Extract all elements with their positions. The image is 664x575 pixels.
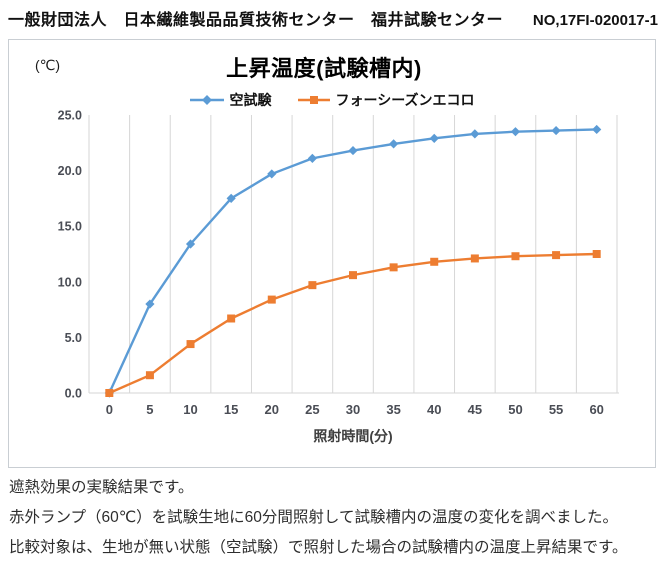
x-tick-label: 50 (508, 402, 522, 417)
x-tick-label: 60 (589, 402, 603, 417)
data-point-marker-four-seasons-ecolo (349, 271, 357, 280)
data-point-marker-four-seasons-ecolo (430, 257, 439, 266)
data-point-marker-blank-test (226, 193, 236, 203)
data-point-marker-four-seasons-ecolo (470, 254, 479, 263)
x-tick-label: 45 (468, 402, 482, 417)
data-point-marker-four-seasons-ecolo (308, 281, 317, 290)
x-tick-label: 5 (146, 402, 153, 417)
x-tick-label: 20 (265, 402, 279, 417)
y-tick-label: 10.0 (58, 275, 82, 289)
legend-label-blank-test: 空試験 (229, 92, 272, 108)
legend-marker-square-icon (298, 96, 331, 104)
y-tick-label: 20.0 (58, 164, 82, 178)
legend-marker-diamond-icon (190, 95, 225, 105)
x-tick-label: 55 (549, 402, 563, 417)
series-line-blank-test (108, 128, 597, 394)
y-tick-label: 25.0 (58, 109, 82, 123)
data-point-marker-blank-test (470, 129, 480, 139)
x-tick-label: 10 (183, 402, 197, 417)
data-point-marker-blank-test (429, 133, 439, 143)
y-tick-label: 15.0 (58, 220, 82, 234)
data-point-marker-blank-test (145, 299, 155, 309)
data-point-marker-blank-test (267, 169, 277, 179)
y-tick-label: 0.0 (65, 387, 82, 401)
data-point-marker-blank-test (185, 239, 196, 249)
chart-title: 上昇温度(試験槽内) (226, 56, 422, 81)
data-point-marker-four-seasons-ecolo (105, 389, 114, 397)
chart-legend: 空試験 フォーシーズンエコロ (9, 90, 655, 110)
x-tick-label: 25 (305, 402, 319, 417)
data-point-marker-four-seasons-ecolo (592, 250, 601, 258)
data-point-marker-blank-test (389, 139, 399, 149)
data-point-marker-four-seasons-ecolo (511, 252, 520, 261)
data-point-marker-blank-test (510, 127, 521, 137)
caption-line: 比較対象は、生地が無い状態（空試験）で照射した場合の試験槽内の温度上昇結果です。 (9, 539, 628, 556)
report-header: 一般財団法人 日本繊維製品品質技術センター 福井試験センター NO,17FI-0… (8, 6, 658, 30)
x-tick-label: 40 (427, 402, 441, 417)
data-point-marker-blank-test (592, 124, 602, 135)
y-axis-unit-label: (℃) (35, 57, 61, 73)
data-point-marker-blank-test (551, 125, 561, 136)
x-tick-label: 30 (346, 402, 360, 417)
chart-panel: (℃) 上昇温度(試験槽内) 空試験 フォーシーズンエコロ 0.0 5.0 10.0… (8, 39, 656, 468)
data-point-marker-blank-test (348, 145, 358, 156)
org-name: 一般財団法人 日本繊維製品品質技術センター 福井試験センター (8, 12, 504, 29)
data-point-marker-four-seasons-ecolo (145, 371, 154, 380)
legend-item-blank-test: 空試験 (189, 90, 271, 110)
data-point-marker-four-seasons-ecolo (186, 340, 195, 349)
data-point-marker-four-seasons-ecolo (552, 251, 561, 260)
y-tick-label: 5.0 (65, 331, 82, 345)
report-number: NO,17FI-020017-1 (532, 12, 658, 29)
x-tick-label: 15 (224, 402, 238, 417)
legend-item-four-seasons-ecolo: フォーシーズンエコロ (297, 90, 475, 110)
x-tick-label: 35 (386, 402, 400, 417)
legend-label-four-seasons-ecolo: フォーシーズンエコロ (335, 92, 475, 108)
data-point-marker-blank-test (307, 153, 317, 163)
data-point-marker-four-seasons-ecolo (267, 295, 276, 304)
x-tick-label: 0 (106, 402, 113, 417)
plot-area: 0.0 5.0 10.0 15.0 20.0 25.0 0 5 10 15 20 25 30 35 40 45… (58, 109, 619, 417)
caption-line: 赤外ランプ（60℃）を試験生地に60分間照射して試験槽内の温度の変化を調べました… (9, 509, 618, 526)
data-point-marker-four-seasons-ecolo (227, 314, 236, 323)
experiment-description: 遮熱効果の実験結果です。 赤外ランプ（60℃）を試験生地に60分間照射して試験槽… (9, 473, 659, 563)
caption-line: 遮熱効果の実験結果です。 (9, 479, 194, 496)
x-axis-title: 照射時間(分) (313, 428, 393, 444)
data-point-marker-four-seasons-ecolo (389, 263, 398, 272)
